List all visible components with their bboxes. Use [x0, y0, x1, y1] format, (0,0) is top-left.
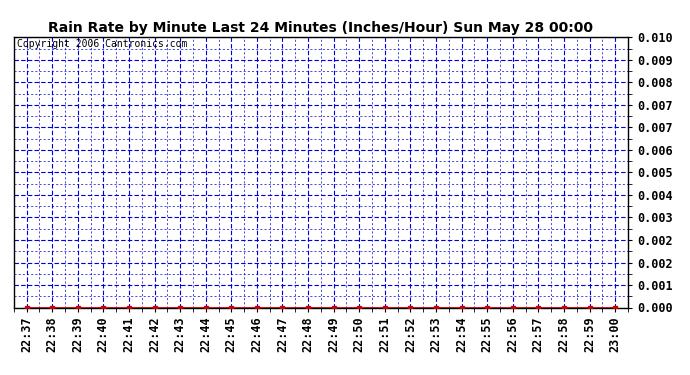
Text: Copyright 2006 Cantronics.com: Copyright 2006 Cantronics.com: [17, 39, 187, 49]
Title: Rain Rate by Minute Last 24 Minutes (Inches/Hour) Sun May 28 00:00: Rain Rate by Minute Last 24 Minutes (Inc…: [48, 21, 593, 35]
